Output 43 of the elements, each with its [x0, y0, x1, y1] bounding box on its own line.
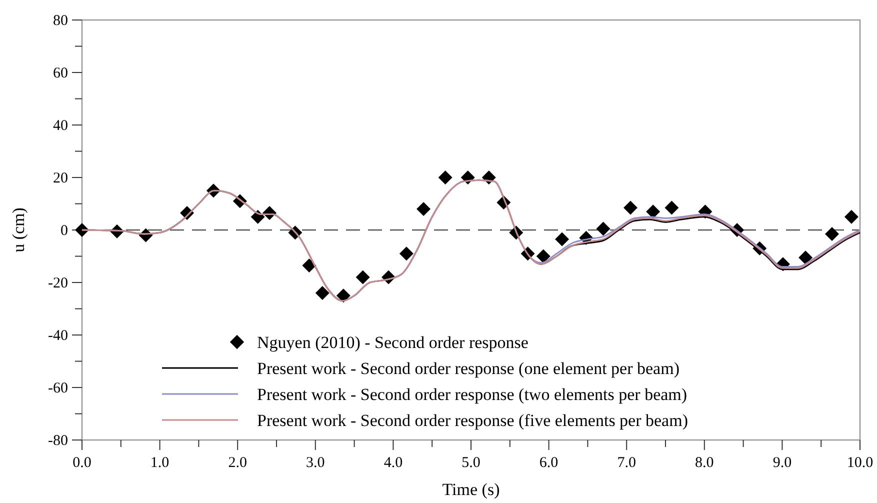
point	[824, 226, 839, 241]
point	[664, 200, 679, 215]
point	[798, 250, 813, 265]
y-tick-label: 80	[53, 13, 68, 29]
point	[555, 232, 570, 246]
point	[75, 223, 89, 237]
y-tick-label: 40	[53, 118, 68, 134]
legend-label: Present work - Second order response (one element per beam)	[257, 359, 680, 378]
x-tick-label: 6.0	[539, 455, 558, 471]
y-tick-label: -40	[48, 328, 68, 344]
x-tick-label: 1.0	[150, 455, 170, 471]
legend-label: Present work - Second order response (five elements per beam)	[257, 411, 688, 430]
point	[623, 200, 638, 215]
point	[438, 170, 452, 184]
legend-label: Nguyen (2010) - Second order response	[257, 333, 528, 352]
x-tick-label: 10.0	[846, 455, 874, 471]
x-tick-label: 9.0	[772, 455, 792, 471]
point	[536, 249, 550, 264]
point	[844, 210, 858, 224]
x-tick-label: 2.0	[228, 455, 247, 471]
y-tick-label: -80	[48, 433, 68, 449]
x-tick-label: 3.0	[306, 455, 325, 471]
point	[302, 258, 316, 272]
point	[646, 204, 660, 219]
x-tick-label: 5.0	[462, 455, 480, 471]
x-tick-label: 7.0	[617, 455, 636, 471]
point	[356, 270, 370, 284]
y-tick-label: 60	[53, 66, 68, 82]
y-tick-label: 20	[53, 170, 68, 186]
point	[315, 286, 330, 300]
point	[336, 288, 350, 303]
x-tick-label: 0.0	[72, 455, 92, 471]
point	[416, 202, 431, 216]
point	[399, 246, 414, 261]
legend-label: Present work - Second order response (two elements per beam)	[257, 385, 688, 404]
x-axis-title: Time (s)	[442, 480, 500, 499]
y-tick-label: -20	[48, 276, 68, 292]
x-tick-label: 4.0	[384, 455, 403, 471]
point	[596, 222, 610, 236]
x-tick-label: 8.0	[695, 455, 714, 471]
y-axis-title: u (cm)	[9, 208, 28, 252]
y-tick-label: -60	[48, 380, 68, 396]
y-tick-label: 0	[60, 223, 68, 239]
